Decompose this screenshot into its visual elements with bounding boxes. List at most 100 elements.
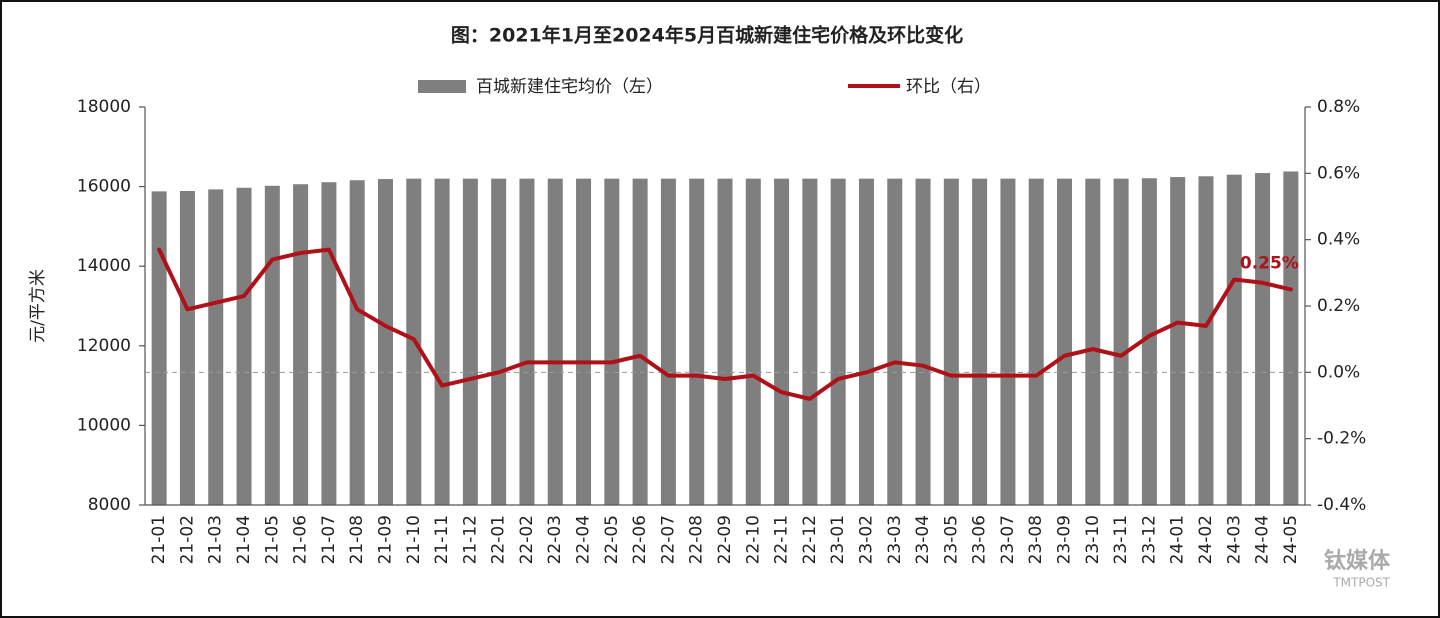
y-tick-label: 16000	[77, 177, 131, 197]
x-tick-label: 22-09	[715, 515, 735, 564]
bar	[632, 178, 648, 505]
y2-tick-label: 0.4%	[1317, 230, 1360, 250]
x-tick-label: 23-11	[1111, 515, 1131, 564]
x-tick-label: 21-02	[177, 515, 197, 564]
bar	[1028, 178, 1044, 505]
x-tick-label: 22-01	[489, 515, 509, 564]
bar	[321, 182, 337, 506]
bar	[1057, 178, 1073, 505]
bar	[1113, 178, 1129, 505]
logo: 钛媒体	[1324, 548, 1391, 574]
x-tick-label: 21-03	[206, 515, 226, 564]
bar	[349, 180, 365, 505]
bar	[858, 178, 874, 505]
y2-tick-label: 0.2%	[1317, 296, 1360, 316]
bar	[943, 178, 959, 505]
y-tick-label: 18000	[77, 97, 131, 117]
bar	[1000, 178, 1016, 505]
bar	[887, 178, 903, 505]
bar	[717, 178, 733, 505]
bar	[462, 178, 478, 505]
x-tick-label: 22-11	[772, 515, 792, 564]
y-tick-label: 10000	[77, 415, 131, 435]
x-tick-label: 23-09	[1055, 515, 1075, 564]
x-tick-label: 23-07	[998, 515, 1018, 564]
x-tick-label: 21-06	[291, 515, 311, 564]
bar	[491, 178, 507, 505]
x-tick-label: 24-01	[1168, 515, 1188, 564]
x-tick-label: 23-05	[941, 515, 961, 564]
x-tick-label: 21-04	[234, 515, 254, 564]
bar	[1141, 178, 1157, 505]
x-tick-label: 23-02	[856, 515, 876, 564]
x-tick-label: 22-10	[743, 515, 763, 564]
y2-tick-label: 0.8%	[1317, 97, 1360, 117]
x-tick-label: 22-03	[545, 515, 565, 564]
bar	[208, 189, 224, 506]
y-tick-label: 8000	[88, 495, 131, 515]
bar	[236, 187, 252, 505]
logo-sub: TMTPOST	[1332, 576, 1390, 590]
x-tick-label: 22-02	[517, 515, 537, 564]
bar	[293, 184, 309, 505]
x-tick-label: 22-08	[687, 515, 707, 564]
x-tick-label: 24-04	[1253, 515, 1273, 564]
x-tick-label: 22-04	[574, 515, 594, 564]
x-tick-label: 22-06	[630, 515, 650, 564]
x-tick-label: 23-12	[1139, 515, 1159, 564]
bar	[264, 185, 280, 505]
x-tick-label: 23-10	[1083, 515, 1103, 564]
bar	[972, 178, 988, 505]
bar	[377, 179, 393, 505]
x-tick-label: 21-05	[262, 515, 282, 564]
y2-tick-label: 0.6%	[1317, 163, 1360, 183]
y2-tick-label: -0.4%	[1317, 495, 1366, 515]
y-axis-label: 元/平方米	[28, 269, 48, 343]
bar	[830, 178, 846, 505]
x-tick-label: 24-05	[1281, 515, 1301, 564]
legend-label: 百城新建住宅均价（左）	[476, 77, 663, 97]
x-tick-label: 23-06	[970, 515, 990, 564]
bar	[1085, 178, 1101, 505]
bar	[1283, 171, 1299, 505]
y2-tick-label: -0.2%	[1317, 429, 1366, 449]
y2-tick-label: 0.0%	[1317, 362, 1360, 382]
x-tick-label: 21-12	[460, 515, 480, 564]
y-tick-label: 12000	[77, 336, 131, 356]
bar	[689, 178, 705, 505]
bar	[774, 178, 790, 505]
x-tick-label: 21-11	[432, 515, 452, 564]
bar	[915, 178, 931, 505]
bar	[179, 190, 195, 505]
bar	[604, 178, 620, 505]
x-tick-label: 21-10	[404, 515, 424, 564]
bar	[745, 178, 761, 505]
y-tick-label: 14000	[77, 256, 131, 276]
bar	[434, 178, 450, 505]
bar	[1226, 174, 1242, 505]
bar	[547, 178, 563, 505]
data-label: 0.25%	[1240, 253, 1299, 273]
x-tick-label: 22-05	[602, 515, 622, 564]
x-tick-label: 22-12	[800, 515, 820, 564]
bar	[576, 178, 592, 505]
bar	[1198, 176, 1214, 505]
line-series	[157, 247, 1293, 401]
bar	[151, 191, 167, 505]
chart-title: 图：2021年1月至2024年5月百城新建住宅价格及环比变化	[451, 24, 963, 47]
x-tick-label: 21-07	[319, 515, 339, 564]
x-tick-label: 22-07	[658, 515, 678, 564]
bar	[802, 178, 818, 505]
bar	[1255, 173, 1271, 505]
x-tick-label: 23-01	[828, 515, 848, 564]
x-tick-label: 21-01	[149, 515, 169, 564]
x-tick-label: 24-03	[1224, 515, 1244, 564]
x-tick-label: 21-08	[347, 515, 367, 564]
legend-label: 环比（右）	[906, 77, 991, 97]
x-tick-label: 23-04	[913, 515, 933, 564]
x-tick-label: 24-02	[1196, 515, 1216, 564]
bar	[519, 178, 535, 505]
x-tick-label: 23-03	[885, 515, 905, 564]
bar	[660, 178, 676, 505]
bar	[1170, 177, 1186, 505]
